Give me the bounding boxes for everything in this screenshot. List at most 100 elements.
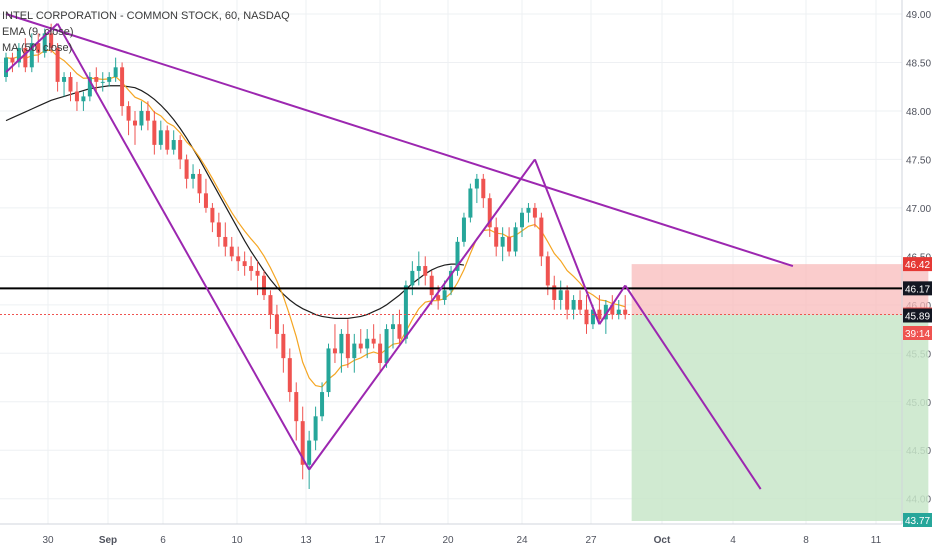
candle-body xyxy=(513,227,518,252)
ma-50-line xyxy=(5,85,465,319)
candle-body xyxy=(274,314,279,334)
x-tick-label: 30 xyxy=(42,535,54,546)
candle-body xyxy=(391,324,395,330)
candle-body xyxy=(29,43,34,68)
candle-body xyxy=(23,47,28,68)
candle-body xyxy=(623,309,628,315)
candle-body xyxy=(442,290,447,300)
x-tick-label: 20 xyxy=(442,535,454,546)
candle-body xyxy=(262,275,266,296)
candle-body xyxy=(365,338,370,349)
candle-body xyxy=(571,299,576,310)
candle-body xyxy=(545,256,550,286)
candle-body xyxy=(371,338,376,344)
candle-body xyxy=(152,120,157,145)
candle-body xyxy=(42,33,47,53)
candle-body xyxy=(68,77,73,92)
candle-body xyxy=(500,236,505,247)
y-tick-label: 49.00 xyxy=(906,10,931,21)
x-tick-label: 24 xyxy=(516,535,528,546)
candle-body xyxy=(423,266,428,276)
candle-body xyxy=(268,295,273,315)
price-label-box xyxy=(903,257,932,272)
candle-body xyxy=(384,329,389,363)
candle-body xyxy=(107,77,112,82)
x-tick-label: 27 xyxy=(585,535,597,546)
price-label: 46.17 xyxy=(905,284,930,295)
candle-body xyxy=(345,333,350,359)
candle-body xyxy=(287,358,292,393)
candle-body xyxy=(191,173,196,179)
candle-body xyxy=(352,343,357,359)
candle-body xyxy=(520,212,524,228)
y-tick-label: 48.50 xyxy=(906,58,931,69)
candle-body xyxy=(210,207,215,223)
candle-body xyxy=(474,178,479,189)
trend-line xyxy=(56,23,311,471)
candle-body xyxy=(410,270,415,286)
candle-body xyxy=(126,106,131,121)
candle-body xyxy=(294,392,299,422)
candle-body xyxy=(532,207,537,218)
candle-body xyxy=(223,236,228,247)
x-tick-label: Sep xyxy=(99,535,117,546)
candle-body xyxy=(171,140,176,150)
candle-body xyxy=(55,47,60,82)
candle-body xyxy=(197,173,202,194)
candle-body xyxy=(4,57,8,78)
candle-body xyxy=(449,270,454,291)
x-tick-label: Oct xyxy=(654,535,671,546)
candle-body xyxy=(100,81,105,83)
candle-body xyxy=(526,207,531,213)
candle-body xyxy=(558,290,563,300)
candle-body xyxy=(36,43,41,53)
candle-body xyxy=(145,110,150,121)
candle-body xyxy=(507,236,512,252)
candle-body xyxy=(81,96,86,102)
candle-body xyxy=(49,33,54,48)
price-label: 45.89 xyxy=(905,311,930,322)
candle-body xyxy=(603,304,608,320)
y-tick-label: 47.50 xyxy=(906,155,931,166)
candle-body xyxy=(565,290,570,310)
candle-body xyxy=(436,295,441,300)
candle-body xyxy=(281,333,286,359)
candle-body xyxy=(74,91,79,102)
candle-body xyxy=(358,343,363,349)
price-label: 46.42 xyxy=(905,260,930,271)
candle-body xyxy=(113,67,118,78)
candle-body xyxy=(326,348,331,393)
y-tick-label: 48.00 xyxy=(906,107,931,118)
candle-body xyxy=(597,309,602,320)
x-tick-label: 4 xyxy=(730,535,736,546)
candle-body xyxy=(616,309,621,315)
candle-body xyxy=(229,246,234,257)
price-label: 39:14 xyxy=(905,329,930,340)
candle-body xyxy=(494,227,499,247)
price-label-box xyxy=(903,308,932,323)
candle-body xyxy=(255,270,260,276)
x-tick-label: 11 xyxy=(871,535,882,546)
candle-body xyxy=(461,217,466,242)
candle-body xyxy=(184,159,189,179)
candle-body xyxy=(307,440,312,465)
candle-body xyxy=(16,47,21,63)
candle-body xyxy=(481,178,486,199)
candle-body xyxy=(120,67,125,107)
trend-line xyxy=(624,284,762,490)
candle-body xyxy=(94,77,99,82)
candle-body xyxy=(378,343,383,363)
price-label-box xyxy=(903,513,932,527)
candle-body xyxy=(300,421,305,465)
candle-body xyxy=(610,304,615,315)
candle-body xyxy=(487,198,492,228)
candle-body xyxy=(10,57,15,63)
price-label-box xyxy=(903,326,932,340)
candle-body xyxy=(403,285,408,339)
candle-body xyxy=(249,266,254,271)
candle-body xyxy=(584,309,589,325)
candle-body xyxy=(320,392,325,417)
candle-body xyxy=(455,241,460,271)
